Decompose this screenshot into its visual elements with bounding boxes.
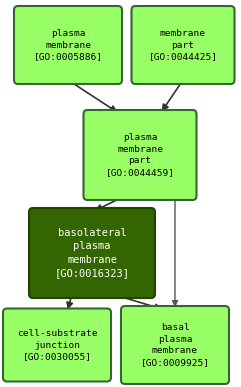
FancyBboxPatch shape <box>14 6 122 84</box>
Text: membrane
part
[GO:0044425]: membrane part [GO:0044425] <box>148 29 217 61</box>
FancyBboxPatch shape <box>3 308 111 382</box>
Text: plasma
membrane
part
[GO:0044459]: plasma membrane part [GO:0044459] <box>106 133 174 177</box>
FancyBboxPatch shape <box>121 306 229 384</box>
FancyBboxPatch shape <box>132 6 234 84</box>
Text: basal
plasma
membrane
[GO:0009925]: basal plasma membrane [GO:0009925] <box>141 323 209 367</box>
FancyBboxPatch shape <box>29 208 155 298</box>
Text: plasma
membrane
[GO:0005886]: plasma membrane [GO:0005886] <box>33 29 102 61</box>
Text: cell-substrate
junction
[GO:0030055]: cell-substrate junction [GO:0030055] <box>17 329 97 361</box>
FancyBboxPatch shape <box>83 110 196 200</box>
Text: basolateral
plasma
membrane
[GO:0016323]: basolateral plasma membrane [GO:0016323] <box>54 228 129 278</box>
